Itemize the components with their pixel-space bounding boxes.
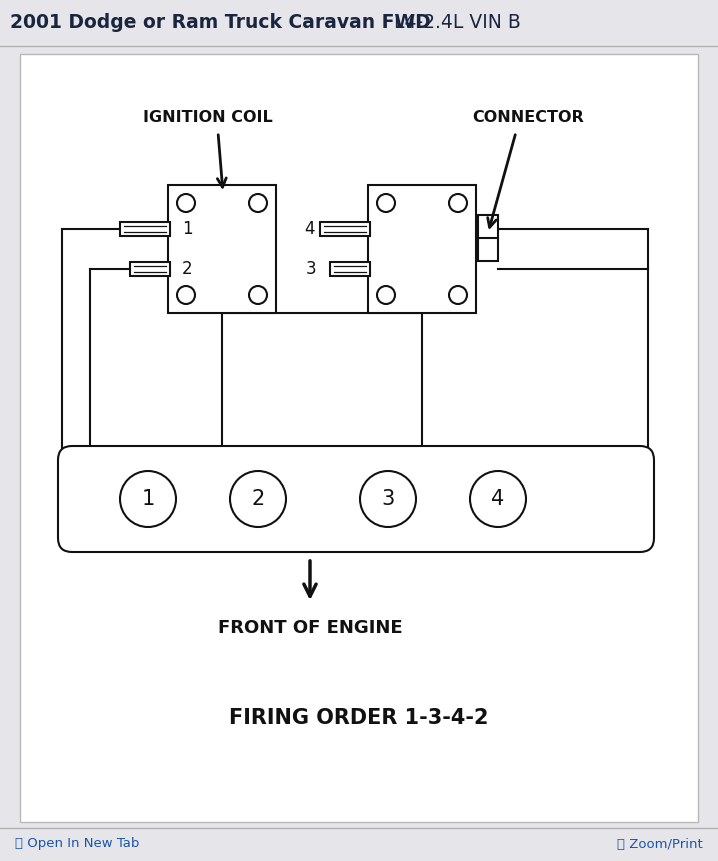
Text: 1: 1 bbox=[141, 489, 154, 509]
Circle shape bbox=[230, 471, 286, 527]
Circle shape bbox=[377, 286, 395, 304]
Circle shape bbox=[470, 471, 526, 527]
Text: 2001 Dodge or Ram Truck Caravan FWD: 2001 Dodge or Ram Truck Caravan FWD bbox=[10, 14, 431, 33]
Circle shape bbox=[377, 194, 395, 212]
Circle shape bbox=[120, 471, 176, 527]
Bar bbox=[320, 222, 370, 236]
Circle shape bbox=[249, 194, 267, 212]
Bar bbox=[130, 262, 170, 276]
Text: 2: 2 bbox=[251, 489, 265, 509]
Bar bbox=[478, 215, 498, 261]
Text: FIRING ORDER 1-3-4-2: FIRING ORDER 1-3-4-2 bbox=[229, 708, 489, 728]
Bar bbox=[168, 185, 276, 313]
Text: FRONT OF ENGINE: FRONT OF ENGINE bbox=[218, 619, 402, 637]
Text: CONNECTOR: CONNECTOR bbox=[472, 110, 584, 126]
Text: L4-2.4L VIN B: L4-2.4L VIN B bbox=[388, 14, 521, 33]
Text: 🔍 Zoom/Print: 🔍 Zoom/Print bbox=[617, 838, 703, 851]
Circle shape bbox=[177, 286, 195, 304]
Text: 1: 1 bbox=[182, 220, 192, 238]
Bar bbox=[0, 828, 718, 861]
Text: 2: 2 bbox=[182, 260, 192, 278]
Circle shape bbox=[360, 471, 416, 527]
Circle shape bbox=[449, 194, 467, 212]
Text: 4: 4 bbox=[304, 220, 314, 238]
Bar bbox=[0, 0, 718, 46]
Bar bbox=[368, 185, 476, 313]
Text: IGNITION COIL: IGNITION COIL bbox=[143, 110, 273, 126]
Text: 3: 3 bbox=[306, 260, 317, 278]
Bar bbox=[120, 222, 170, 236]
Bar bbox=[20, 54, 698, 822]
FancyBboxPatch shape bbox=[58, 446, 654, 552]
Circle shape bbox=[449, 286, 467, 304]
Text: ⧭ Open In New Tab: ⧭ Open In New Tab bbox=[15, 838, 139, 851]
Circle shape bbox=[249, 286, 267, 304]
Circle shape bbox=[177, 194, 195, 212]
Text: 3: 3 bbox=[381, 489, 395, 509]
Bar bbox=[330, 262, 370, 276]
Text: 4: 4 bbox=[491, 489, 505, 509]
